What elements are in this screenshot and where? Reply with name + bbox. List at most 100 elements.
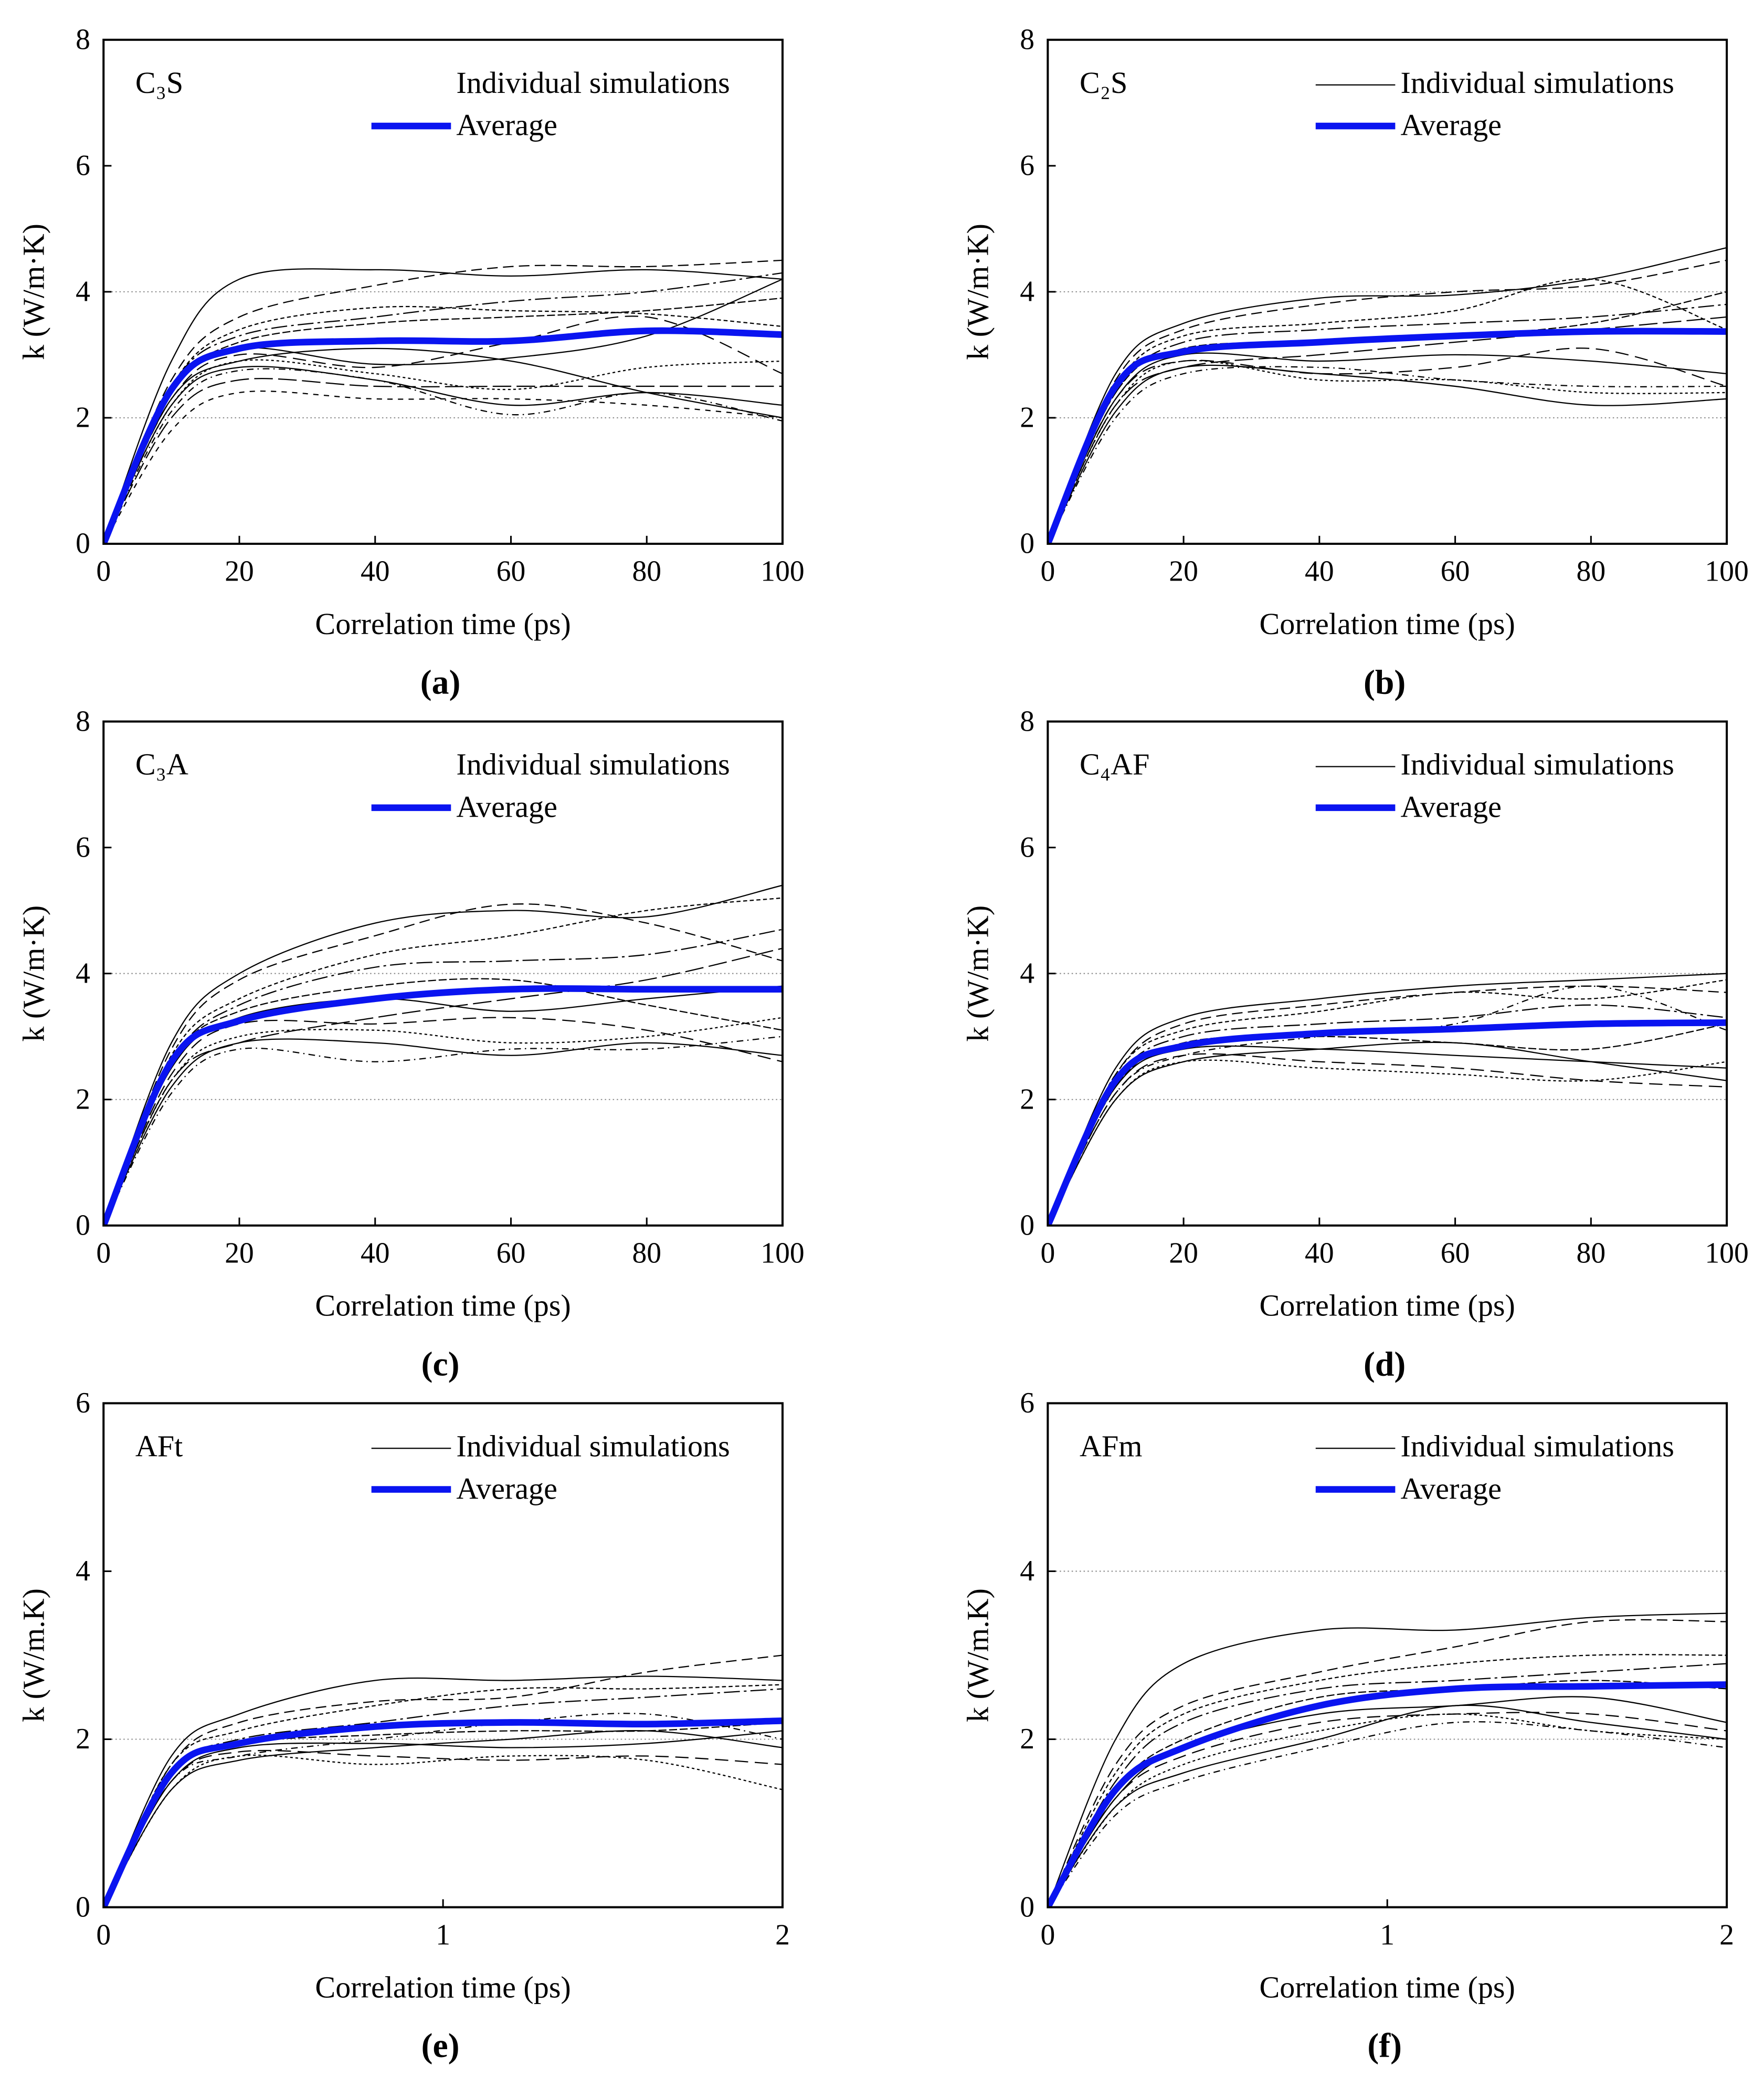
individual-simulation-line [1048, 366, 1727, 544]
individual-simulation-line [103, 368, 783, 544]
individual-simulation-line [103, 897, 783, 1226]
individual-simulation-line [1048, 973, 1727, 1226]
y-tick-label: 0 [76, 1891, 90, 1923]
individual-simulation-line [1048, 1721, 1727, 1907]
x-tick-label: 80 [632, 1237, 661, 1270]
plot-frame [1047, 1402, 1728, 1909]
average-line [1048, 1019, 1727, 1226]
individual-simulation-line [103, 1713, 783, 1907]
y-tick-label: 0 [1020, 1891, 1034, 1923]
y-tick-label: 4 [1020, 957, 1034, 989]
x-tick-label: 0 [1040, 1237, 1055, 1270]
y-tick-label: 2 [1020, 402, 1034, 434]
individual-simulation-line [1048, 1712, 1727, 1907]
x-tick-label: 20 [225, 1237, 254, 1270]
average-line [1048, 1681, 1727, 1907]
x-axis-label: Correlation time (ps) [1260, 1289, 1515, 1323]
individual-simulation-line [1048, 291, 1727, 544]
y-tick-label: 0 [1020, 1209, 1034, 1241]
x-axis-label: Correlation time (ps) [1260, 1970, 1515, 2004]
x-tick-label: 40 [1305, 1237, 1334, 1270]
individual-simulation-line [103, 1036, 783, 1226]
x-tick-label: 1 [436, 1918, 450, 1951]
individual-simulation-line [1048, 1612, 1727, 1907]
y-tick-label: 4 [76, 1555, 90, 1587]
legend-individual-label: Individual simulations [1400, 1429, 1674, 1463]
legend-average-label: Average [1400, 790, 1502, 824]
individual-simulation-line [103, 1754, 783, 1907]
individual-simulation-line [1048, 1619, 1727, 1907]
y-tick-label: 2 [1020, 1083, 1034, 1115]
individual-simulation-line [1048, 979, 1727, 1226]
panel-title: AFm [1080, 1429, 1142, 1463]
y-axis-label: k (W/m·K) [17, 224, 51, 360]
panel-caption: (e) [421, 2027, 460, 2065]
x-tick-label: 2 [775, 1918, 790, 1951]
x-axis-label: Correlation time (ps) [315, 1970, 571, 2004]
individual-simulation-line [1048, 1004, 1727, 1226]
panel-title: C₄AF [1080, 747, 1149, 782]
legend-average-label: Average [1400, 108, 1502, 142]
individual-simulation-line [1048, 352, 1727, 544]
individual-simulation-line [103, 1017, 783, 1226]
panel-caption: (f) [1367, 2027, 1402, 2065]
individual-simulation-line [103, 359, 783, 544]
y-tick-label: 4 [76, 957, 90, 989]
y-axis-label: k (W/m.K) [17, 1588, 51, 1722]
individual-simulation-line [103, 1017, 783, 1226]
individual-simulation-line [103, 259, 783, 544]
panel-title: C₂S [1080, 66, 1127, 100]
y-tick-label: 8 [1020, 23, 1034, 56]
y-tick-label: 2 [76, 1723, 90, 1755]
individual-simulation-line [1048, 360, 1727, 544]
individual-simulation-line [1048, 1045, 1727, 1226]
y-tick-label: 4 [1020, 276, 1034, 308]
individual-simulation-line [103, 315, 783, 544]
y-tick-label: 6 [1020, 831, 1034, 863]
x-tick-label: 20 [1169, 555, 1198, 588]
legend-average-label: Average [456, 108, 557, 142]
y-tick-label: 2 [76, 402, 90, 434]
x-tick-label: 60 [1441, 1237, 1470, 1270]
individual-simulation-line [103, 272, 783, 544]
individual-simulation-line [1048, 278, 1727, 544]
individual-simulation-line [103, 1684, 783, 1907]
individual-simulation-line [103, 947, 783, 1226]
x-tick-label: 40 [361, 555, 390, 588]
individual-simulation-line [1048, 316, 1727, 544]
y-tick-label: 6 [76, 1387, 90, 1419]
individual-simulation-line [103, 903, 783, 1226]
panel-caption: (c) [421, 1345, 460, 1383]
individual-simulation-line [1048, 1680, 1727, 1907]
x-tick-label: 0 [1040, 1918, 1055, 1951]
individual-simulation-line [1048, 985, 1727, 1226]
individual-simulation-line [103, 1675, 783, 1907]
x-tick-label: 2 [1719, 1918, 1734, 1951]
panel-caption: (a) [420, 663, 461, 702]
y-axis-label: k (W/m·K) [961, 905, 995, 1042]
legend-individual-label: Individual simulations [1400, 66, 1674, 100]
x-tick-label: 80 [632, 555, 661, 588]
individual-simulation-line [103, 297, 783, 544]
average-line [103, 985, 783, 1226]
series-group [103, 884, 783, 1226]
y-tick-label: 8 [76, 705, 90, 737]
individual-simulation-line [103, 378, 783, 544]
y-tick-label: 6 [1020, 1387, 1034, 1419]
panel-title: C₃S [135, 66, 183, 100]
y-tick-label: 0 [76, 1209, 90, 1241]
panel-caption: (b) [1364, 663, 1406, 702]
individual-simulation-line [103, 1654, 783, 1907]
y-axis-label: k (W/m·K) [961, 224, 995, 360]
y-tick-label: 6 [1020, 150, 1034, 182]
x-tick-label: 80 [1577, 555, 1606, 588]
chart-panel: 0 2 4 6 0 1 2 Correlation time (ps) k (W/m.K) (e)… [17, 1387, 790, 2065]
y-tick-label: 4 [1020, 1555, 1034, 1587]
individual-simulation-line [1048, 1663, 1727, 1907]
x-tick-label: 100 [1705, 1237, 1748, 1270]
individual-simulation-line [1048, 364, 1727, 544]
x-axis-label: Correlation time (ps) [315, 607, 571, 641]
individual-simulation-line [103, 985, 783, 1226]
